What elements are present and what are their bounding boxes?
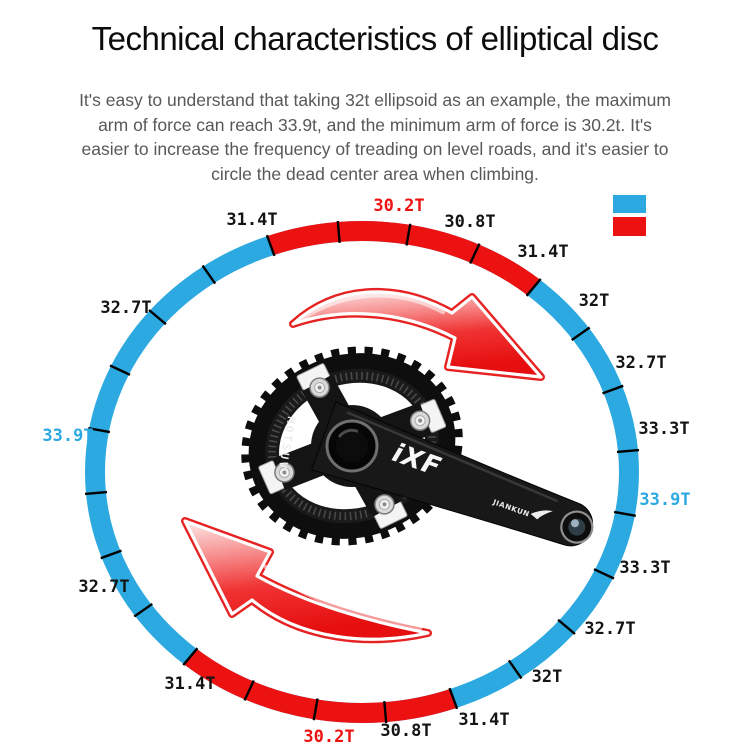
chainring-bolt-center: [317, 385, 322, 390]
ring-tick: [336, 220, 341, 243]
chainring-bolt-center: [382, 502, 387, 507]
rotation-arrow-bottom-body: [183, 519, 430, 641]
ring-tick: [84, 490, 108, 496]
ring-tick: [265, 234, 276, 257]
ring-tick: [602, 384, 624, 395]
ring-label: 31.4T: [164, 674, 215, 694]
ring-tick: [109, 364, 131, 376]
ring-label: 32.7T: [100, 298, 151, 318]
rotation-arrow-top-gloss: [300, 293, 446, 321]
ring-tick: [405, 223, 412, 246]
ring-tick: [100, 549, 122, 560]
ring-tick: [383, 701, 388, 724]
ring-label: 30.2T: [373, 196, 424, 216]
ring-tick: [507, 659, 523, 680]
ring-label: 30.8T: [380, 721, 431, 741]
ring-tick: [525, 278, 542, 297]
ring-label: 32.7T: [584, 619, 635, 639]
rotation-arrow-top-body: [291, 290, 543, 379]
ring-tick: [557, 618, 576, 635]
ring-label: 33.3T: [619, 558, 670, 578]
ring-label: 32.7T: [78, 577, 129, 597]
ring-tick: [469, 243, 481, 265]
page-title: Technical characteristics of elliptical …: [91, 20, 659, 57]
bottom-bracket-inner: [336, 430, 368, 462]
ring-red-arc: [184, 648, 457, 723]
rotation-arrow-bottom: [181, 517, 432, 644]
ring-label: 32T: [579, 291, 610, 311]
ring-tick: [613, 510, 636, 517]
ring-label: 32T: [532, 667, 563, 687]
ring-label: 30.2T: [303, 727, 354, 747]
ring-tick: [148, 309, 167, 326]
ring-tick: [593, 568, 615, 580]
ring-red-arc: [267, 221, 540, 296]
ring-tick: [571, 326, 591, 342]
ring-tick: [182, 647, 199, 666]
bottom-bracket-gloss: [337, 428, 359, 438]
chainring-bolt-center: [418, 418, 423, 423]
ring-tick: [616, 448, 640, 454]
chainring-bolt-center: [282, 470, 287, 475]
ring-label: 31.4T: [517, 242, 568, 262]
legend-swatch-blue: [613, 195, 646, 213]
rotation-arrow-top: [289, 287, 545, 381]
chainring-body: [248, 353, 456, 539]
ring-tick: [201, 264, 217, 285]
description: It's easy to understand that taking 32t …: [79, 90, 671, 184]
ring-label: 33.9T: [639, 490, 690, 510]
ring-label: 31.4T: [458, 710, 509, 730]
crank-arm-highlight: [346, 411, 558, 503]
rotation-arrow-bottom-gloss: [263, 564, 423, 631]
ring-tick: [243, 679, 255, 701]
ring-tick: [88, 427, 111, 434]
ring-tick: [312, 698, 319, 721]
ring-label: 33.3T: [638, 419, 689, 439]
brand-swoosh-icon: [530, 510, 553, 520]
ring-label: 30.8T: [444, 212, 495, 232]
ring-label: 31.4T: [226, 210, 277, 230]
ring-label: 33.9T: [42, 426, 93, 446]
ring-label: 32.7T: [615, 353, 666, 373]
ring-tick: [133, 602, 153, 618]
ring-tick: [448, 687, 459, 710]
legend-swatch-red: [613, 217, 646, 236]
pedal-bolt-highlight: [570, 519, 579, 528]
